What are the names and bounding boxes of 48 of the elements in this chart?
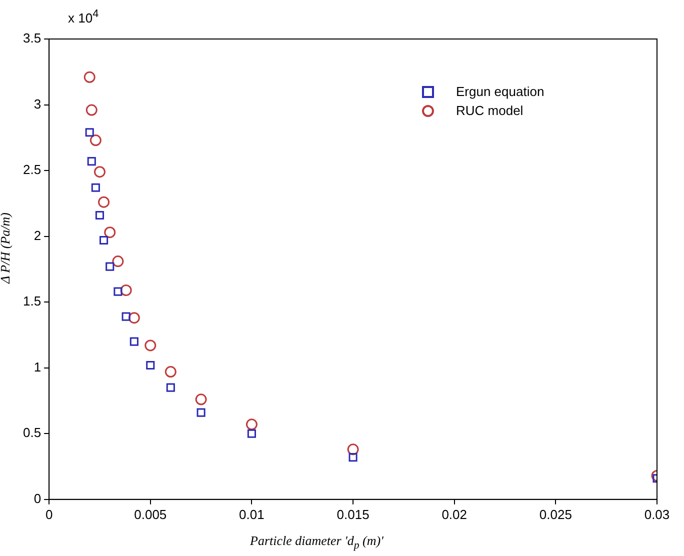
point [347,444,359,456]
point [348,453,358,462]
point [246,418,258,430]
point [104,226,116,238]
point [195,394,207,406]
y-tick-label: 3 [34,96,42,112]
x-tick-label: 0 [45,506,53,522]
point [106,262,114,271]
point [94,166,106,178]
point [128,312,140,324]
point [130,337,138,346]
x-tick-label: 0.015 [336,506,370,522]
y-tick-label: 3.5 [22,30,42,46]
point [84,71,96,83]
point [144,340,156,352]
y-tick-label: 1.5 [22,294,42,309]
point [91,183,100,192]
x-tick-label: 0.02 [442,506,468,522]
point [120,284,132,296]
y-axis-title: Δ P/H (Pa/m) [0,212,14,284]
point [87,157,96,166]
y-tick-label: 0.5 [22,425,42,440]
point [247,429,256,438]
x-tick-label: 0.025 [539,506,572,522]
point [164,366,176,378]
legend-label: RUC model [456,103,524,118]
point [86,104,98,116]
point [100,236,108,245]
point [122,312,130,321]
x-tick-label: 0.03 [644,506,670,522]
y-tick-label: 0 [34,490,42,506]
legend-label: Ergun equation [456,84,544,99]
point [112,256,124,268]
point [146,360,155,370]
x-tick-label: 0.01 [239,506,264,522]
point [166,383,175,392]
point [95,210,104,220]
point [114,287,122,296]
point [196,408,206,417]
point [90,134,102,146]
y-tick-label: 2.5 [22,162,42,178]
y-tick-label: 1 [34,359,42,374]
point [98,196,110,208]
point [85,128,94,137]
x-tick-label: 0.005 [134,506,167,522]
x-axis-title: Particle diameter 'd$_{p}$ (m)' [250,533,384,552]
text: x 10$^{4}$ [68,8,99,26]
y-tick-label: 2 [34,228,42,243]
